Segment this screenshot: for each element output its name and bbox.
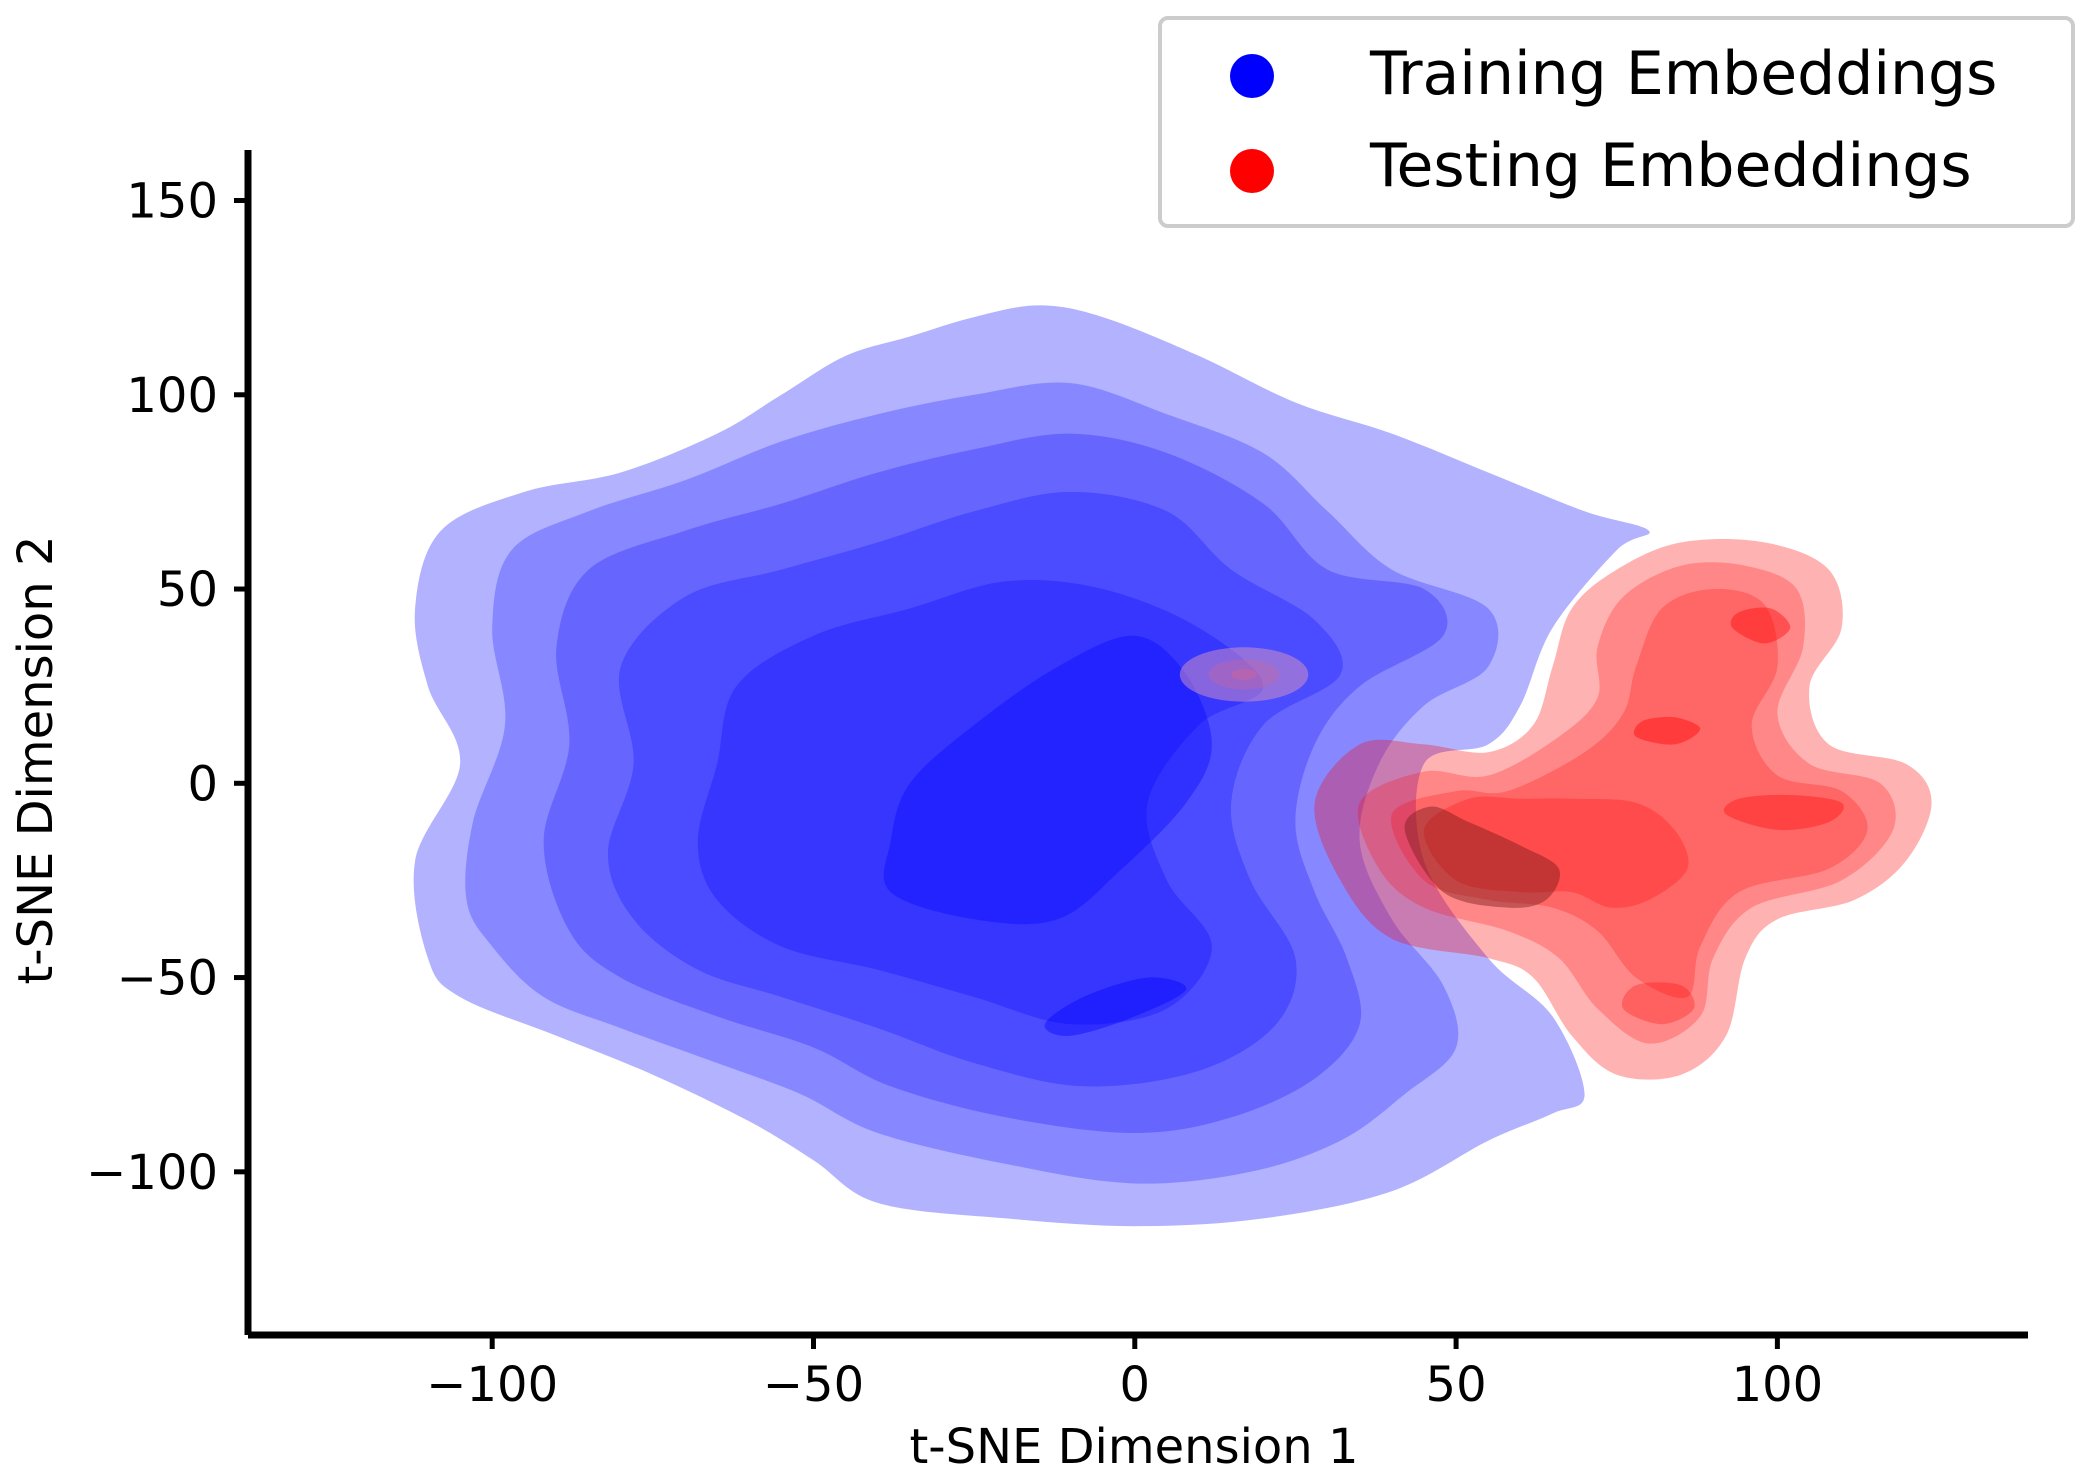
x-tick-label: 50 [1426,1357,1487,1413]
contour-level [1314,539,1932,1080]
contour-level [1730,607,1791,644]
y-tick-label: 150 [126,174,218,230]
contour-level [465,382,1499,1184]
overlap-core [1404,806,1561,908]
x-tick-label: 100 [1732,1357,1824,1413]
contour-level [1423,796,1689,908]
contour-level [1390,588,1868,999]
x-axis-label: t-SNE Dimension 1 [909,1419,1358,1475]
contour-level [883,635,1212,925]
x-tick-label: 0 [1120,1357,1151,1413]
contour-level [1357,562,1896,1044]
x-tick-label: −100 [426,1357,558,1413]
y-tick-label: −100 [86,1145,218,1201]
legend-label-training: Training Embeddings [1369,39,1997,109]
small-density-blob [1231,669,1257,680]
contour-level [697,580,1264,1025]
legend-swatch-training [1230,54,1274,98]
contour-level [1044,977,1187,1036]
density-training [413,305,1650,1227]
legend-label-testing: Testing Embeddings [1369,131,1972,201]
x-tick-label: −50 [763,1357,864,1413]
density-testing [1314,539,1932,1080]
contour-level [1723,794,1844,831]
y-tick-label: 50 [157,562,218,618]
plot-area [413,305,1932,1227]
contour-level [413,305,1650,1227]
y-axis-label: t-SNE Dimension 2 [8,535,64,984]
y-tick-label: −50 [117,951,218,1007]
legend-swatch-testing [1230,149,1274,193]
contour-level [543,433,1448,1133]
contour-level [1621,982,1695,1025]
legend-frame [1158,16,2075,228]
contour-level [607,491,1343,1087]
legend: Training Embeddings Testing Embeddings [1158,16,2075,228]
y-tick-label: 0 [187,756,218,812]
axes: −100 −50 0 50 100 −100 −50 0 50 100 150 [86,150,2028,1413]
contour-level [1633,716,1701,745]
y-tick-label: 100 [126,368,218,424]
